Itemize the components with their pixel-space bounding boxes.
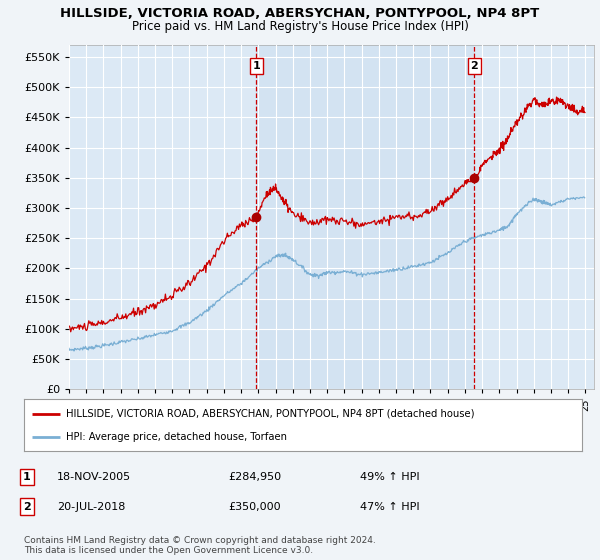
Text: HILLSIDE, VICTORIA ROAD, ABERSYCHAN, PONTYPOOL, NP4 8PT (detached house): HILLSIDE, VICTORIA ROAD, ABERSYCHAN, PON… (66, 409, 475, 419)
Text: HPI: Average price, detached house, Torfaen: HPI: Average price, detached house, Torf… (66, 432, 287, 442)
Text: 1: 1 (23, 472, 31, 482)
Text: 1: 1 (253, 61, 260, 71)
Text: HILLSIDE, VICTORIA ROAD, ABERSYCHAN, PONTYPOOL, NP4 8PT: HILLSIDE, VICTORIA ROAD, ABERSYCHAN, PON… (61, 7, 539, 20)
Text: 49% ↑ HPI: 49% ↑ HPI (360, 472, 419, 482)
Bar (256, 45, 474, 389)
Text: 2: 2 (23, 502, 31, 512)
Text: Price paid vs. HM Land Registry's House Price Index (HPI): Price paid vs. HM Land Registry's House … (131, 20, 469, 33)
Text: 18-NOV-2005: 18-NOV-2005 (57, 472, 131, 482)
Text: 2: 2 (470, 61, 478, 71)
Text: £350,000: £350,000 (228, 502, 281, 512)
Text: 20-JUL-2018: 20-JUL-2018 (57, 502, 125, 512)
Text: £284,950: £284,950 (228, 472, 281, 482)
Text: Contains HM Land Registry data © Crown copyright and database right 2024.
This d: Contains HM Land Registry data © Crown c… (24, 536, 376, 556)
Text: 47% ↑ HPI: 47% ↑ HPI (360, 502, 419, 512)
